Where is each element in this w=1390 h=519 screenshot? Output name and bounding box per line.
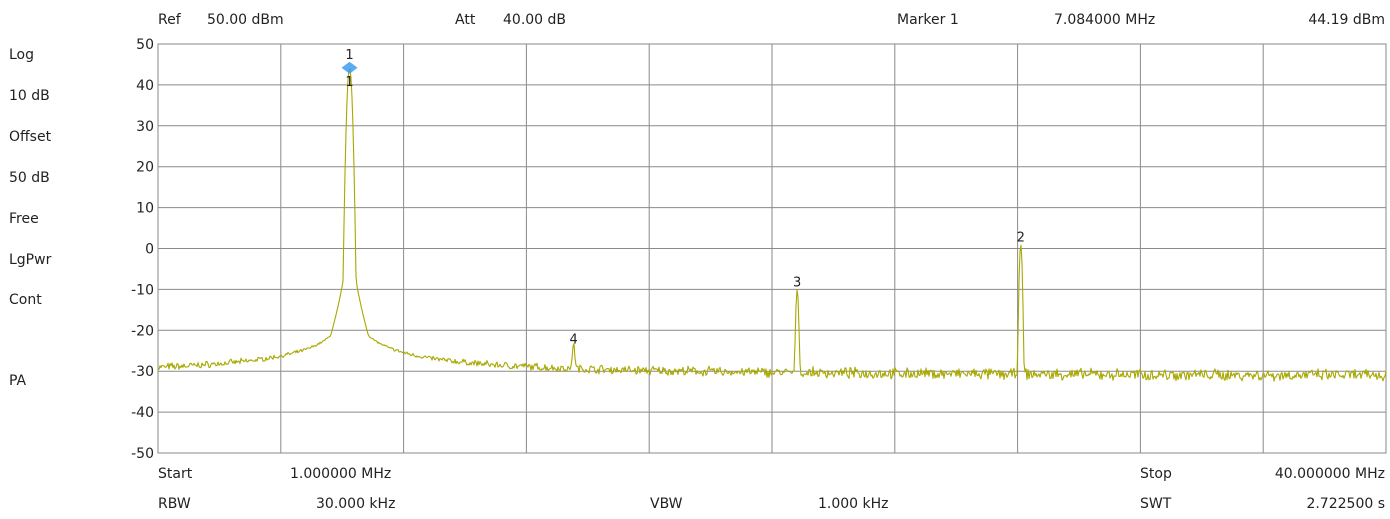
scale-type: Log — [9, 47, 35, 63]
y-tick-label: 50 — [136, 37, 154, 53]
marker-label-1: 1 — [345, 48, 353, 63]
y-tick-label: -30 — [131, 364, 154, 380]
rbw-label: RBW — [158, 496, 191, 512]
scale-per-division: 10 dB — [9, 88, 50, 104]
marker-frequency: 7.084000 MHz — [1054, 12, 1156, 28]
start-frequency: 1.000000 MHz — [290, 466, 392, 482]
marker-label-3: 3 — [793, 275, 801, 290]
y-tick-label: -50 — [131, 446, 154, 462]
stop-label: Stop — [1140, 466, 1172, 482]
sweep-mode: Cont — [9, 292, 42, 308]
y-tick-label: -10 — [131, 282, 154, 298]
marker-label-2: 2 — [1017, 230, 1025, 245]
ref-label: Ref — [158, 12, 181, 28]
att-value: 40.00 dB — [503, 12, 567, 28]
offset-value: 50 dB — [9, 170, 50, 186]
y-tick-label: -20 — [131, 323, 154, 339]
spectrum-trace — [157, 68, 1387, 382]
sweep-time: 2.722500 s — [1306, 496, 1385, 512]
preamp-indicator: PA — [9, 373, 27, 389]
rbw-value: 30.000 kHz — [316, 496, 396, 512]
start-label: Start — [158, 466, 193, 482]
marker-peak-label-1: 1 — [345, 75, 353, 90]
offset-label: Offset — [9, 129, 52, 145]
plot-grid — [157, 43, 1387, 454]
y-tick-labels: 50 40 30 20 10 0 -10 -20 -30 -40 -50 — [131, 37, 154, 462]
y-tick-label: 0 — [145, 242, 154, 258]
y-tick-label: -40 — [131, 405, 154, 421]
marker-label: Marker 1 — [897, 12, 959, 28]
y-tick-label: 20 — [136, 160, 154, 176]
y-tick-label: 30 — [136, 119, 154, 135]
detector-mode: LgPwr — [9, 252, 52, 268]
swt-label: SWT — [1140, 496, 1172, 512]
marker-layer: 1 1 4 3 2 — [341, 48, 1025, 348]
vbw-value: 1.000 kHz — [818, 496, 889, 512]
marker-label-4: 4 — [569, 333, 577, 348]
y-tick-label: 40 — [136, 78, 154, 94]
trigger-mode: Free — [9, 211, 39, 227]
att-label: Att — [455, 12, 476, 28]
vbw-label: VBW — [650, 496, 683, 512]
ref-level-value: 50.00 dBm — [207, 12, 284, 28]
marker-level: 44.19 dBm — [1308, 12, 1385, 28]
active-marker-diamond-icon[interactable] — [341, 61, 358, 74]
stop-frequency: 40.000000 MHz — [1274, 466, 1385, 482]
y-tick-label: 10 — [136, 201, 154, 217]
